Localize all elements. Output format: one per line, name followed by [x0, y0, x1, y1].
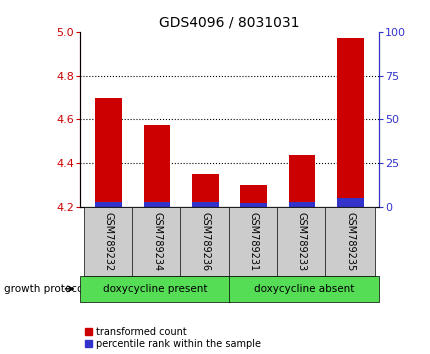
Text: doxycycline present: doxycycline present [102, 284, 207, 294]
Bar [240, 203, 266, 207]
Bar [336, 198, 363, 207]
Bar [192, 202, 218, 207]
Bar [192, 174, 218, 207]
Bar [144, 125, 170, 207]
Bar [288, 202, 314, 207]
Bar [240, 185, 266, 207]
Text: GSM789235: GSM789235 [344, 212, 354, 271]
Text: GSM789232: GSM789232 [104, 212, 114, 271]
Text: growth protocol: growth protocol [4, 284, 86, 294]
Text: GSM789233: GSM789233 [296, 212, 306, 271]
Bar [95, 98, 122, 207]
Legend: transformed count, percentile rank within the sample: transformed count, percentile rank withi… [84, 327, 261, 349]
Bar [288, 154, 314, 207]
Title: GDS4096 / 8031031: GDS4096 / 8031031 [159, 15, 299, 29]
Bar [95, 202, 122, 207]
Text: GSM789236: GSM789236 [200, 212, 210, 271]
Text: doxycycline absent: doxycycline absent [253, 284, 353, 294]
Bar [336, 39, 363, 207]
Bar [144, 202, 170, 207]
Text: GSM789234: GSM789234 [152, 212, 162, 271]
Text: GSM789231: GSM789231 [248, 212, 258, 271]
